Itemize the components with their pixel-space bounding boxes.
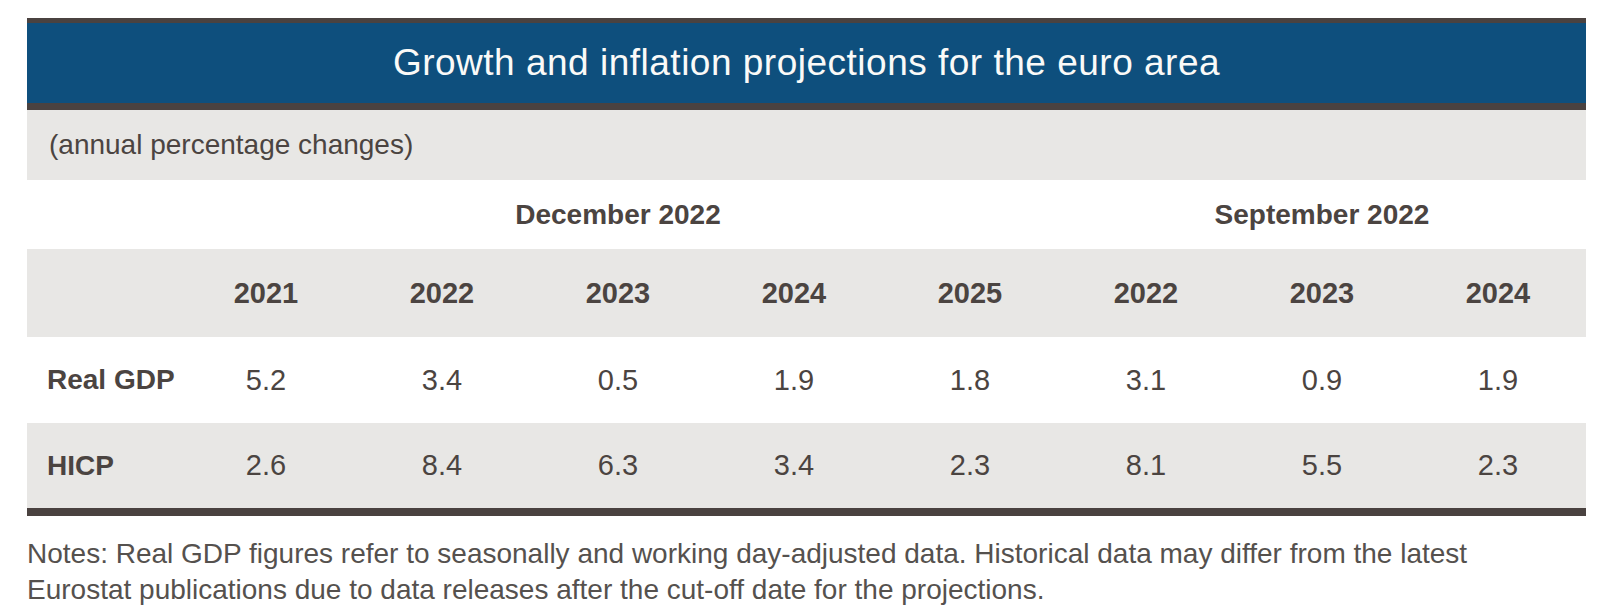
- year-header: 2022: [1058, 249, 1234, 337]
- table-cell: 3.1: [1058, 337, 1234, 423]
- year-header: 2025: [882, 249, 1058, 337]
- column-group-row: December 2022 September 2022: [27, 180, 1586, 249]
- table-title: Growth and inflation projections for the…: [393, 42, 1220, 84]
- year-header: 2024: [1410, 249, 1586, 337]
- table-cell: 2.6: [178, 423, 354, 512]
- projections-table: December 2022 September 2022 2021 2022 2…: [27, 180, 1586, 516]
- year-header: 2024: [706, 249, 882, 337]
- table-title-bar: Growth and inflation projections for the…: [27, 18, 1586, 110]
- year-header: 2022: [354, 249, 530, 337]
- row-label-real-gdp: Real GDP: [27, 337, 178, 423]
- year-header: 2023: [1234, 249, 1410, 337]
- table-cell: 1.9: [1410, 337, 1586, 423]
- column-group-december-2022: December 2022: [178, 180, 1058, 249]
- table-cell: 6.3: [530, 423, 706, 512]
- row-label-hicp: HICP: [27, 423, 178, 512]
- table-subtitle: (annual percentage changes): [49, 129, 413, 161]
- table-cell: 0.9: [1234, 337, 1410, 423]
- table-cell: 2.3: [1410, 423, 1586, 512]
- table-cell: 8.4: [354, 423, 530, 512]
- table-cell: 5.2: [178, 337, 354, 423]
- table-cell: 5.5: [1234, 423, 1410, 512]
- subtitle-band: (annual percentage changes): [27, 110, 1586, 180]
- table-row-hicp: HICP 2.6 8.4 6.3 3.4 2.3 8.1 5.5 2.3: [27, 423, 1586, 512]
- table-cell: 0.5: [530, 337, 706, 423]
- year-header-row: 2021 2022 2023 2024 2025 2022 2023 2024: [27, 249, 1586, 337]
- column-group-september-2022: September 2022: [1058, 180, 1586, 249]
- year-header-spacer: [27, 249, 178, 337]
- table-row-real-gdp: Real GDP 5.2 3.4 0.5 1.9 1.8 3.1 0.9 1.9: [27, 337, 1586, 423]
- table-cell: 3.4: [706, 423, 882, 512]
- year-header: 2021: [178, 249, 354, 337]
- projections-figure: Growth and inflation projections for the…: [0, 0, 1600, 608]
- year-header: 2023: [530, 249, 706, 337]
- table-cell: 2.3: [882, 423, 1058, 512]
- table-cell: 3.4: [354, 337, 530, 423]
- column-group-spacer: [27, 180, 178, 249]
- table-cell: 1.8: [882, 337, 1058, 423]
- table-cell: 8.1: [1058, 423, 1234, 512]
- table-cell: 1.9: [706, 337, 882, 423]
- table-notes: Notes: Real GDP figures refer to seasona…: [27, 536, 1579, 608]
